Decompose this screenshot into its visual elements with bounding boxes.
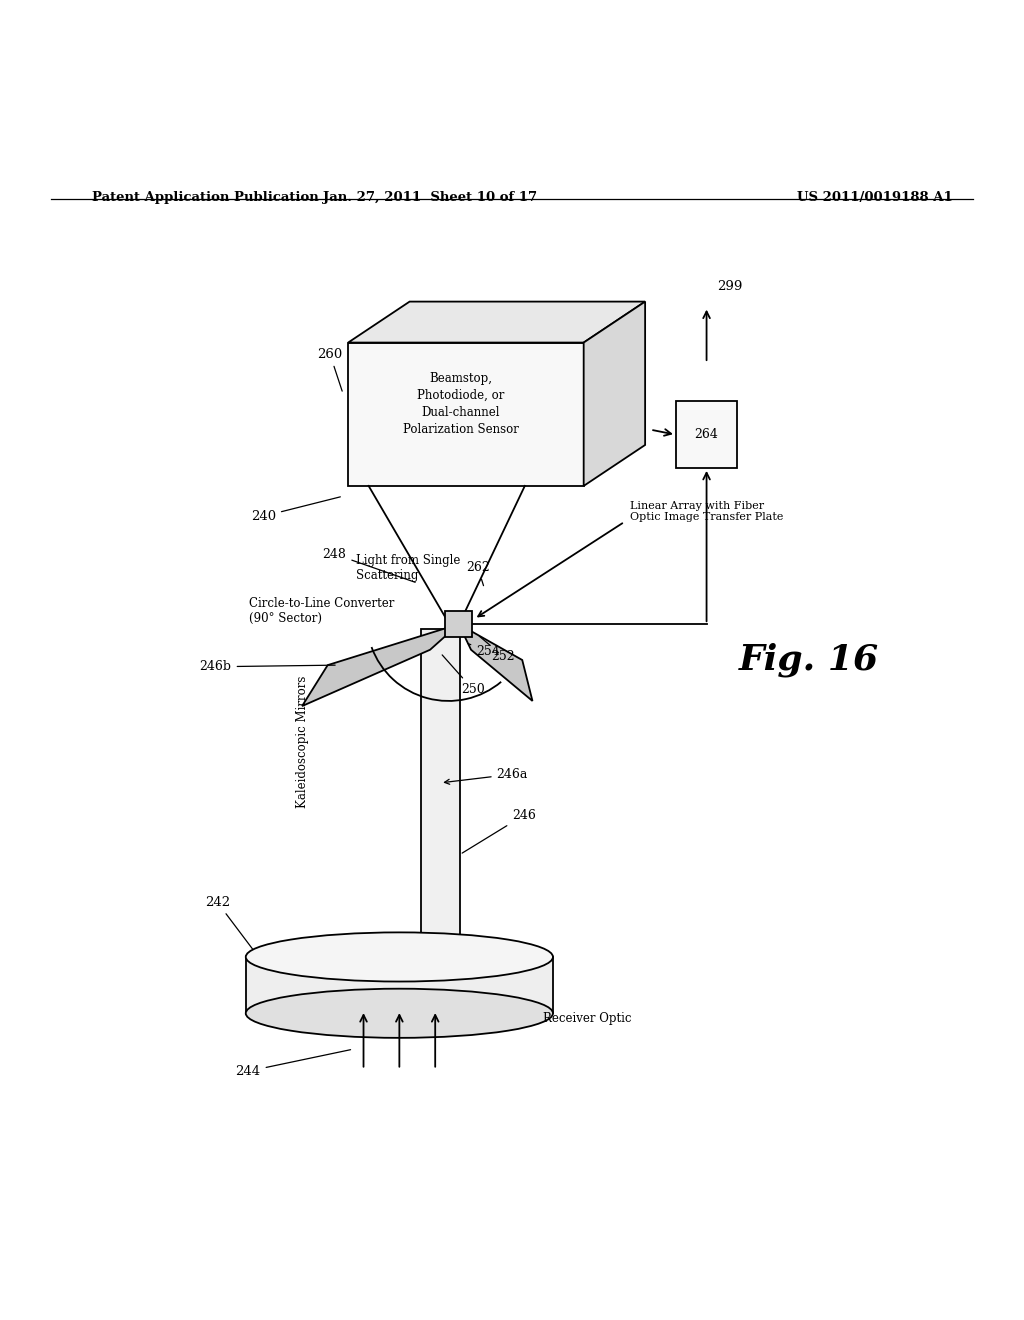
Bar xyxy=(676,401,737,469)
Text: 264: 264 xyxy=(694,428,719,441)
Text: 246a: 246a xyxy=(444,768,528,784)
Text: Patent Application Publication: Patent Application Publication xyxy=(92,191,318,205)
Ellipse shape xyxy=(246,989,553,1038)
Text: 250: 250 xyxy=(442,655,484,696)
Polygon shape xyxy=(348,301,645,343)
Polygon shape xyxy=(584,301,645,486)
Text: Light from Single
Scattering: Light from Single Scattering xyxy=(356,554,461,582)
Text: 240: 240 xyxy=(251,496,340,523)
Text: 262: 262 xyxy=(466,561,489,586)
Text: Circle-to-Line Converter
(90° Sector): Circle-to-Line Converter (90° Sector) xyxy=(249,597,394,624)
Text: US 2011/0019188 A1: US 2011/0019188 A1 xyxy=(797,191,952,205)
Text: 252: 252 xyxy=(479,636,515,663)
Text: 299: 299 xyxy=(717,280,742,293)
Text: Receiver Optic: Receiver Optic xyxy=(543,1012,631,1024)
Text: 246b: 246b xyxy=(200,660,335,673)
Text: Fig. 16: Fig. 16 xyxy=(739,643,879,677)
Text: Linear Array with Fiber
Optic Image Transfer Plate: Linear Array with Fiber Optic Image Tran… xyxy=(630,500,783,523)
Text: 244: 244 xyxy=(236,1049,350,1077)
Bar xyxy=(421,630,460,957)
Bar xyxy=(445,611,472,638)
Polygon shape xyxy=(348,343,584,486)
Text: Jan. 27, 2011  Sheet 10 of 17: Jan. 27, 2011 Sheet 10 of 17 xyxy=(323,191,538,205)
Polygon shape xyxy=(302,624,459,706)
Ellipse shape xyxy=(246,932,553,982)
Text: Kaleidoscopic Mirrors: Kaleidoscopic Mirrors xyxy=(296,676,308,808)
Text: 260: 260 xyxy=(317,348,343,391)
Text: 242: 242 xyxy=(205,896,264,965)
Text: 254: 254 xyxy=(468,644,500,657)
Text: 248: 248 xyxy=(323,548,415,582)
Text: 246: 246 xyxy=(462,809,536,853)
Bar xyxy=(246,957,553,1014)
Polygon shape xyxy=(459,624,532,701)
Text: Beamstop,
Photodiode, or
Dual-channel
Polarization Sensor: Beamstop, Photodiode, or Dual-channel Po… xyxy=(402,372,519,436)
